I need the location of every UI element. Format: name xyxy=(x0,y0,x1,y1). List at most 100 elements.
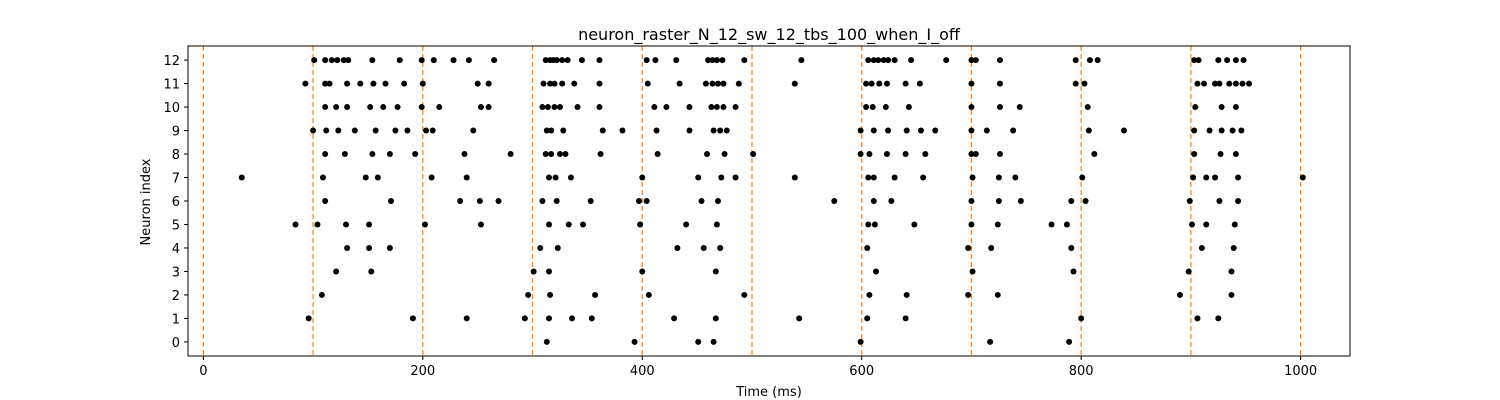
spike-point xyxy=(831,198,838,204)
spike-point xyxy=(857,127,864,134)
spike-point xyxy=(720,80,727,87)
spike-point xyxy=(366,244,373,251)
spike-point xyxy=(436,104,443,111)
spike-point xyxy=(872,268,879,275)
spike-point xyxy=(1226,80,1233,87)
spike-point xyxy=(588,315,595,322)
spike-point xyxy=(718,174,725,181)
spike-point xyxy=(709,80,716,87)
spike-point xyxy=(1224,57,1231,64)
spike-point xyxy=(1085,127,1092,134)
spike-point xyxy=(1212,174,1219,181)
spike-point xyxy=(592,291,599,298)
spike-point xyxy=(1203,221,1210,228)
spike-point xyxy=(903,291,910,298)
spike-point xyxy=(988,244,995,251)
x-tick-label: 400 xyxy=(630,364,655,379)
spike-point xyxy=(380,104,387,111)
spike-point xyxy=(871,221,878,228)
spike-point xyxy=(547,80,554,87)
y-tick-label: 2 xyxy=(172,289,180,304)
spike-point xyxy=(1072,57,1079,64)
spike-point xyxy=(735,80,742,87)
spike-point xyxy=(968,151,975,158)
spike-point xyxy=(863,80,870,87)
spike-point xyxy=(968,80,975,87)
spike-point xyxy=(597,151,604,158)
spike-point xyxy=(569,315,576,322)
spike-point xyxy=(968,127,975,134)
spike-point xyxy=(477,104,484,111)
spike-point xyxy=(996,104,1003,111)
spike-point xyxy=(865,57,872,64)
spike-point xyxy=(344,104,351,111)
spike-point xyxy=(741,291,748,298)
spike-point xyxy=(1191,151,1198,158)
spike-point xyxy=(470,127,477,134)
spike-point xyxy=(968,57,975,64)
spike-point xyxy=(545,221,552,228)
spike-point xyxy=(1094,57,1101,64)
spike-point xyxy=(902,151,909,158)
spike-point xyxy=(412,151,419,158)
spike-point xyxy=(596,57,603,64)
spike-point xyxy=(1186,198,1193,204)
y-axis-label: Neuron index xyxy=(139,158,154,245)
spike-point xyxy=(1070,268,1077,275)
spike-point xyxy=(917,127,924,134)
spike-point xyxy=(922,151,929,158)
spike-point xyxy=(1068,244,1075,251)
spike-point xyxy=(1198,244,1205,251)
spike-point xyxy=(1246,80,1253,87)
spike-point xyxy=(565,221,572,228)
spike-point xyxy=(553,198,560,204)
spike-point xyxy=(551,104,558,111)
spike-point xyxy=(712,315,719,322)
spike-point xyxy=(322,198,329,204)
spike-point xyxy=(1185,268,1192,275)
spike-point xyxy=(619,127,626,134)
spike-point xyxy=(571,80,578,87)
spike-point xyxy=(521,315,528,322)
spike-point xyxy=(423,127,430,134)
spike-point xyxy=(1215,315,1222,322)
spike-point xyxy=(1063,221,1070,228)
spike-point xyxy=(987,338,994,345)
spike-point xyxy=(1232,151,1239,158)
spike-point xyxy=(903,127,910,134)
spike-point xyxy=(559,57,566,64)
spike-point xyxy=(1203,174,1210,181)
plot-frame xyxy=(187,45,1351,357)
spike-point xyxy=(969,174,976,181)
spike-point xyxy=(322,80,329,87)
spike-point xyxy=(713,104,720,111)
spike-point xyxy=(323,127,330,134)
spike-point xyxy=(983,127,990,134)
spike-point xyxy=(857,338,864,345)
spike-point xyxy=(1012,174,1019,181)
spike-point xyxy=(465,57,472,64)
spike-point xyxy=(543,338,550,345)
x-tick-label: 200 xyxy=(410,364,435,379)
spike-point xyxy=(1072,80,1079,87)
spike-point xyxy=(559,80,566,87)
spike-point xyxy=(652,57,659,64)
x-tick-label: 1000 xyxy=(1284,364,1317,379)
spike-point xyxy=(631,338,638,345)
spike-point xyxy=(885,127,892,134)
spike-point xyxy=(902,80,909,87)
spike-point xyxy=(429,127,436,134)
spike-point xyxy=(866,291,873,298)
spike-point xyxy=(322,57,329,64)
spike-point xyxy=(382,80,389,87)
spike-point xyxy=(507,151,514,158)
spike-point xyxy=(344,80,351,87)
spike-point xyxy=(651,104,658,111)
spike-point xyxy=(370,80,377,87)
spike-point xyxy=(1229,127,1236,134)
spike-point xyxy=(596,104,603,111)
spike-point xyxy=(1190,174,1197,181)
x-tick-label: 600 xyxy=(849,364,874,379)
spike-point xyxy=(676,80,683,87)
spike-point xyxy=(1086,57,1093,64)
